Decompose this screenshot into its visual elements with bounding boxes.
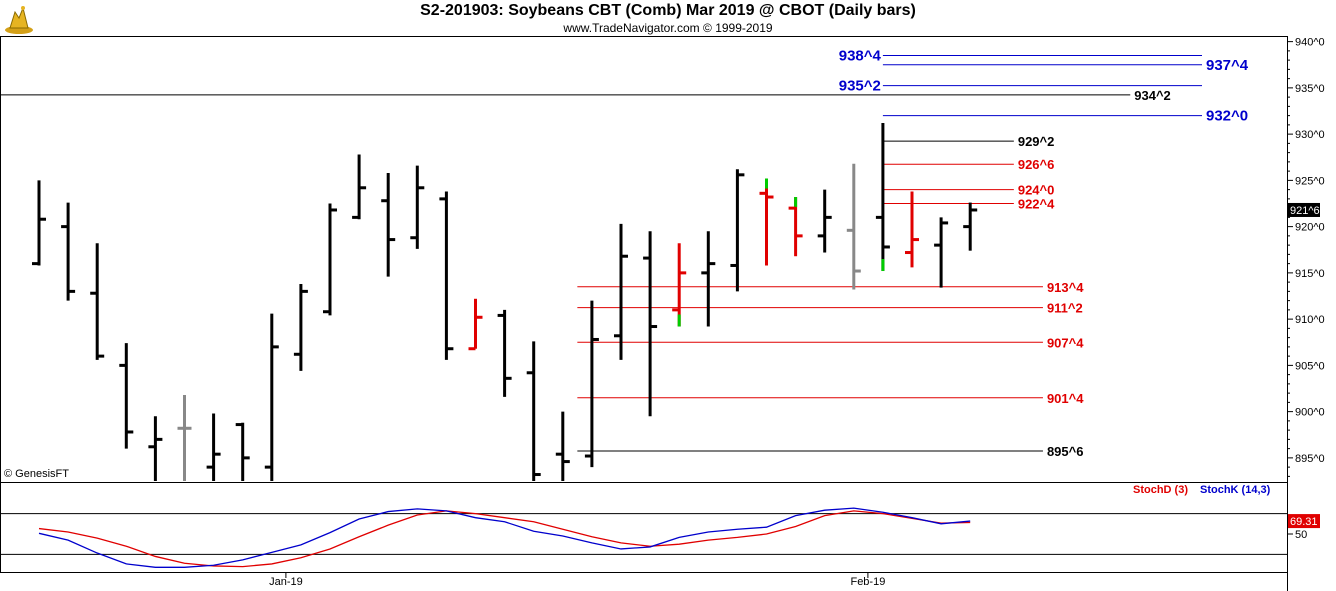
price-tick-label: 895^0 xyxy=(1295,453,1325,465)
last-price-label: 921^6 xyxy=(1290,205,1320,217)
level-label: 922^4 xyxy=(1018,197,1055,212)
stoch-d-line xyxy=(38,510,971,568)
price-tick-label: 915^0 xyxy=(1295,268,1325,280)
level-label: 935^2 xyxy=(839,78,881,95)
price-tick-label: 940^0 xyxy=(1295,37,1325,49)
price-tick-label: 900^0 xyxy=(1295,407,1325,419)
stoch-tick-label: 50 xyxy=(1295,529,1307,541)
level-label: 895^6 xyxy=(1047,444,1084,459)
level-label: 907^4 xyxy=(1047,335,1084,350)
time-tick-label: Feb-19 xyxy=(850,576,885,588)
chart-title: S2-201903: Soybeans CBT (Comb) Mar 2019 … xyxy=(420,2,916,19)
stoch-last-badge xyxy=(1288,514,1320,529)
price-tick-label: 905^0 xyxy=(1295,360,1325,372)
level-label: 938^4 xyxy=(839,48,882,65)
chart-subtitle: www.TradeNavigator.com © 1999-2019 xyxy=(563,21,773,35)
price-tick-label: 910^0 xyxy=(1295,314,1325,326)
price-tick-label: 930^0 xyxy=(1295,129,1325,141)
stoch-legend-d: StochD (3) xyxy=(1133,484,1188,496)
level-label: 926^6 xyxy=(1018,157,1055,172)
level-label: 924^0 xyxy=(1018,183,1055,198)
level-label: 913^4 xyxy=(1047,280,1084,295)
level-label: 901^4 xyxy=(1047,391,1084,406)
level-label: 929^2 xyxy=(1018,134,1055,149)
stoch-panel-frame xyxy=(0,482,1288,573)
level-label: 934^2 xyxy=(1134,88,1171,103)
time-tick-label: Jan-19 xyxy=(269,576,303,588)
price-tick-label: 925^0 xyxy=(1295,175,1325,187)
level-label: 932^0 xyxy=(1206,108,1248,125)
copyright-label: © GenesisFT xyxy=(4,468,69,480)
last-price-badge xyxy=(1288,202,1320,217)
stoch-k-line xyxy=(38,507,971,568)
stoch-legend-k: StochK (14,3) xyxy=(1200,484,1271,496)
trade-navigator-logo-icon xyxy=(2,2,36,36)
stoch-last-label: 69.31 xyxy=(1290,516,1318,528)
level-label: 911^2 xyxy=(1047,301,1083,316)
price-tick-label: 935^0 xyxy=(1295,83,1325,95)
price-tick-label: 920^0 xyxy=(1295,222,1325,234)
level-label: 937^4 xyxy=(1206,57,1249,74)
